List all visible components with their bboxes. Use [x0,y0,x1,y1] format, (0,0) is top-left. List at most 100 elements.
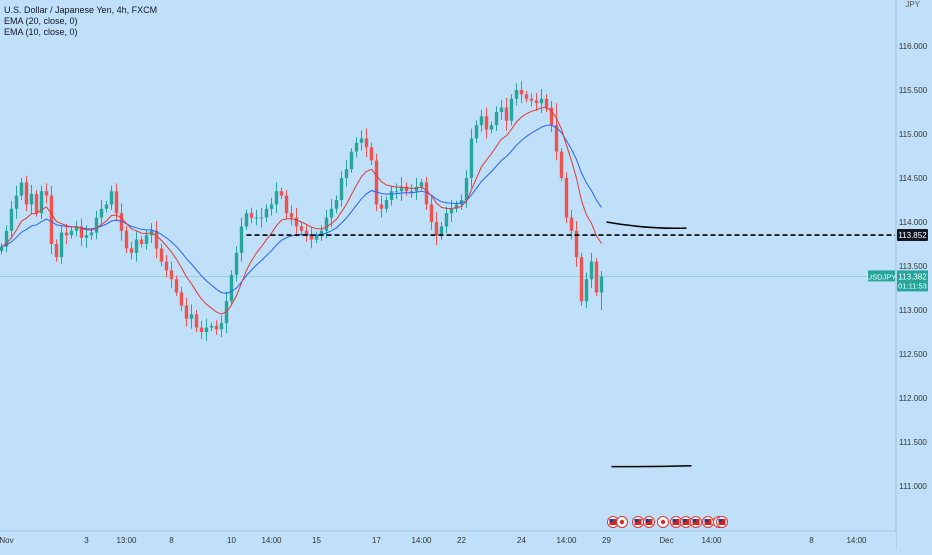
candle-body [294,217,299,227]
candle-body [444,213,449,227]
symbol-tag-label: USDJPY [867,272,897,281]
candle-body [429,204,434,222]
x-tick-label: 14:00 [261,536,282,545]
candle-body [474,125,479,139]
candle-body [479,116,484,126]
candle-body [314,235,319,240]
last-price-label: 113.382 [898,272,927,281]
candle-body [404,186,409,192]
us-flag-canton [704,519,708,522]
candle-body [569,217,574,231]
x-tick-label: 24 [517,536,526,545]
candle-body [399,186,404,192]
jp-event-flag-icon[interactable] [657,516,669,528]
us-event-flag-icon[interactable] [607,516,619,528]
candle-body [374,160,379,205]
candle-body [494,112,499,126]
candle-body [59,232,64,258]
candle-body [239,226,244,253]
us-event-flag-icon[interactable] [690,516,702,528]
us-event-flag-icon[interactable] [702,516,714,528]
symbol-tag[interactable] [868,270,895,282]
candle-body [589,261,594,280]
candle-body [154,230,159,249]
us-event-flag-icon[interactable] [643,516,655,528]
us-event-flag-icon[interactable] [680,516,692,528]
candle-body [324,217,329,231]
x-tick-label: Dec [659,536,673,545]
candle-body [49,195,54,244]
candles [0,81,604,341]
candle-body [524,94,529,99]
candle-body [104,204,109,209]
candle-body [349,151,354,170]
candle-body [489,125,494,130]
time-axis[interactable] [0,532,896,550]
candle-body [39,191,44,214]
us-event-flag-icon[interactable] [670,516,682,528]
us-flag-canton [682,519,686,522]
indicators [1,107,602,315]
candle-body [559,151,564,178]
us-event-flag-icon[interactable] [716,516,728,528]
candle-body [234,252,239,275]
candle-body [9,208,14,231]
x-tick-label: 29 [602,536,611,545]
candle-body [204,327,209,332]
candle-body [504,107,509,121]
x-tick-label: 15 [312,536,321,545]
ema20-legend[interactable]: EMA (20, close, 0) [4,16,78,26]
candle-body [29,193,34,205]
candle-body [94,217,99,233]
candle-body [449,208,454,214]
candle-body [519,90,524,95]
candle-body [544,98,549,108]
candle-body [549,107,554,126]
candle-body [144,235,149,244]
x-tick-label: 17 [372,536,381,545]
level-price-label: 113.852 [898,231,927,240]
candle-body [454,204,459,209]
y-tick-label: 112.500 [899,350,928,359]
candle-body [264,208,269,218]
us-event-flag-icon[interactable] [632,516,644,528]
candle-body [459,200,464,205]
x-tick-label: 8 [809,536,814,545]
candle-body [539,98,544,104]
jp-flag-sun [619,519,625,525]
candle-body [89,232,94,236]
candle-body [389,191,394,200]
last-price-tag[interactable] [897,270,928,292]
candle-body [574,230,579,258]
candle-body [359,138,364,143]
x-tick-label: 22 [457,536,466,545]
candle-body [469,138,474,178]
y-tick-label: 113.500 [899,262,928,271]
candle-body [564,178,569,218]
candle-body [84,235,89,238]
candle-body [174,279,179,293]
symbol-title[interactable]: U.S. Dollar / Japanese Yen, 4h, FXCM [4,5,158,15]
y-tick-label: 111.000 [899,482,927,491]
candle-body [439,226,444,236]
ema10-line [1,107,602,315]
lower-trendline[interactable] [611,465,692,468]
candle-body [344,169,349,178]
level-price-tag[interactable] [897,229,928,242]
ema20-line [1,124,602,294]
candle-body [54,244,59,258]
candle-body [419,182,424,187]
candle-body [509,98,514,121]
candle-body [254,217,259,219]
candle-body [329,208,334,218]
drawings [246,221,895,468]
candle-body [189,314,194,319]
upper-trendline[interactable] [606,221,687,230]
x-tick-label: 14:00 [701,536,722,545]
jp-event-flag-icon[interactable] [616,516,628,528]
candle-body [514,90,519,99]
ema10-legend[interactable]: EMA (10, close, 0) [4,27,78,37]
x-tick-label: 13:00 [116,536,137,545]
